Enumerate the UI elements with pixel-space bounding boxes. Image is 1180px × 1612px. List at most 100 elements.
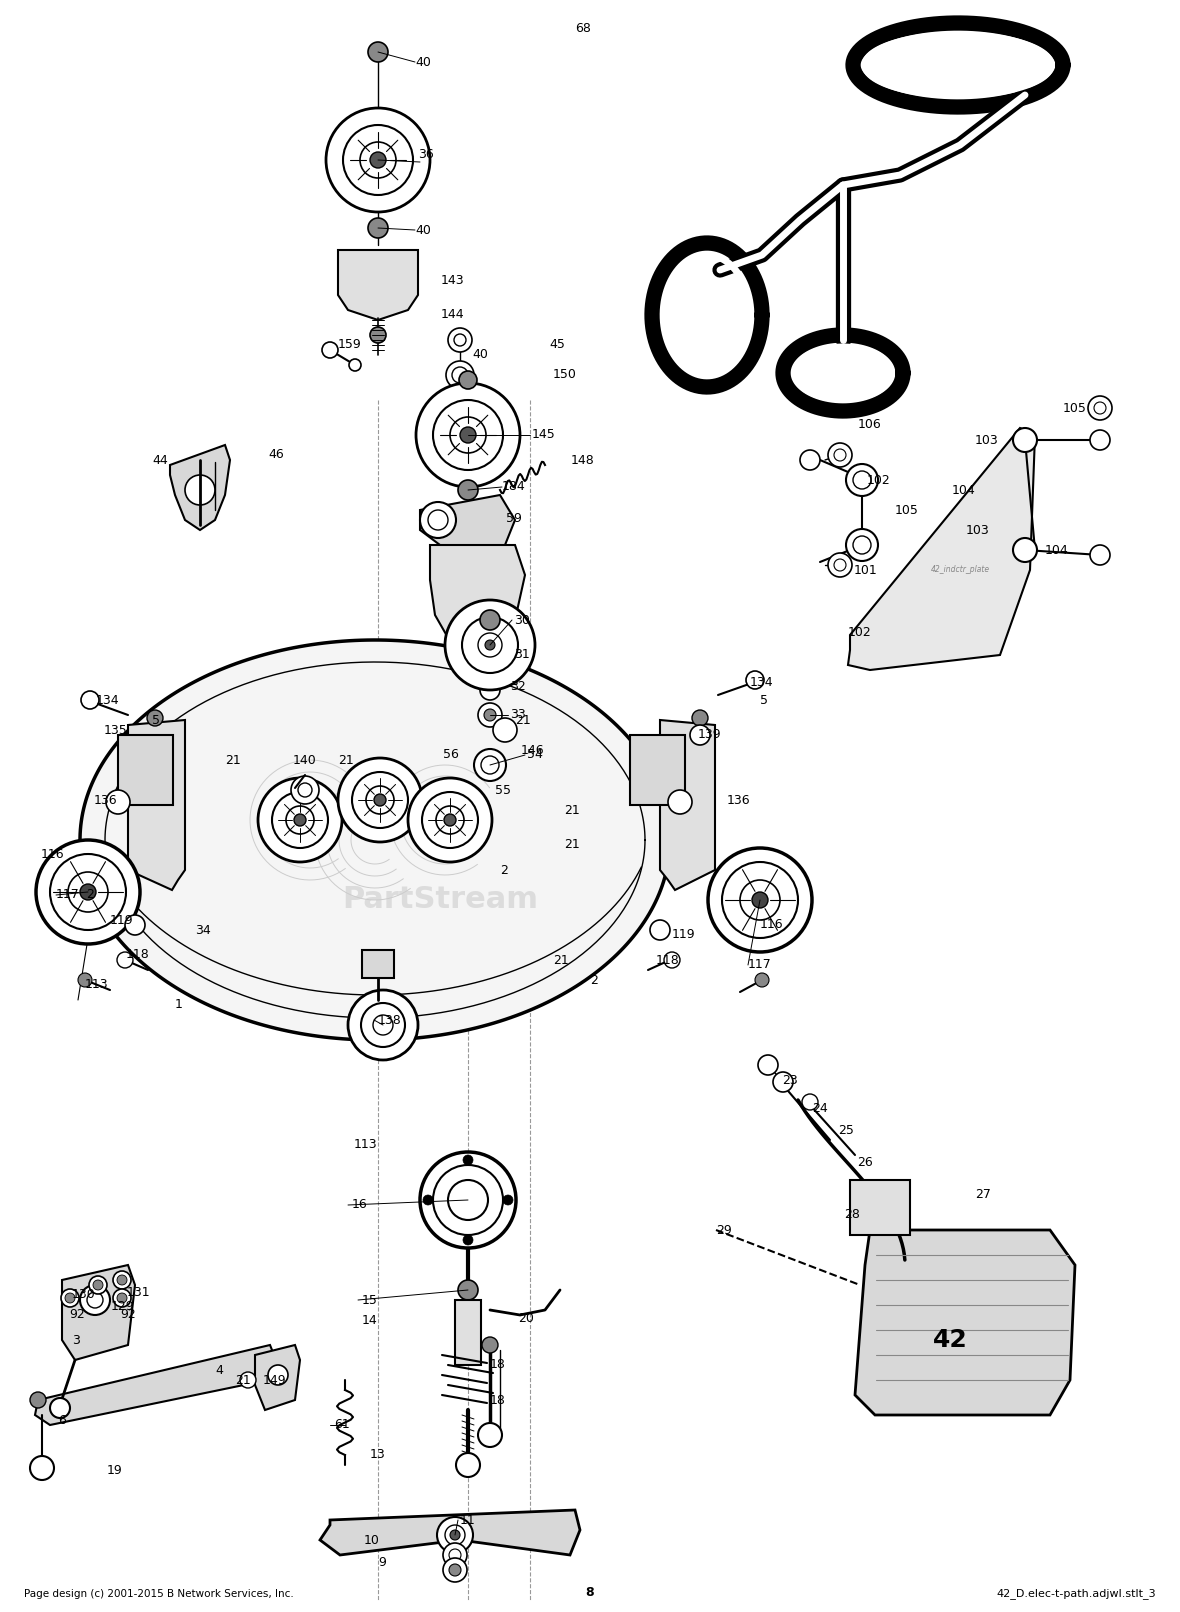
Text: 14: 14 [362, 1314, 378, 1327]
Text: 118: 118 [656, 954, 680, 967]
Text: 68: 68 [575, 21, 591, 34]
Text: 105: 105 [894, 503, 919, 516]
Bar [850, 1180, 910, 1235]
Circle shape [800, 450, 820, 471]
Circle shape [460, 427, 476, 443]
Circle shape [422, 1194, 433, 1206]
Circle shape [463, 617, 518, 672]
Circle shape [68, 872, 109, 912]
Circle shape [258, 779, 342, 862]
Bar [630, 735, 686, 804]
Circle shape [755, 974, 769, 987]
Circle shape [93, 1280, 103, 1290]
Circle shape [853, 471, 871, 488]
Circle shape [348, 990, 418, 1061]
Text: 30: 30 [514, 614, 530, 627]
Circle shape [474, 750, 506, 780]
Text: 46: 46 [268, 448, 283, 461]
Text: 59: 59 [506, 511, 522, 524]
Text: 143: 143 [441, 274, 465, 287]
Circle shape [853, 537, 871, 555]
Circle shape [366, 787, 394, 814]
Text: 61: 61 [334, 1419, 349, 1431]
Text: 1: 1 [175, 998, 183, 1011]
Circle shape [80, 883, 96, 899]
Circle shape [481, 756, 499, 774]
Text: 159: 159 [337, 339, 362, 351]
Circle shape [374, 795, 386, 806]
Text: 113: 113 [85, 978, 109, 991]
Text: 92: 92 [68, 1309, 85, 1322]
Circle shape [484, 709, 496, 721]
Circle shape [371, 327, 386, 343]
Text: 23: 23 [782, 1074, 798, 1086]
Text: 140: 140 [293, 753, 316, 766]
Circle shape [828, 443, 852, 467]
Text: 24: 24 [812, 1101, 827, 1114]
Circle shape [1094, 401, 1106, 414]
Text: 139: 139 [699, 729, 722, 742]
Circle shape [834, 450, 846, 461]
Text: 31: 31 [514, 648, 530, 661]
Text: 25: 25 [838, 1124, 854, 1136]
Circle shape [286, 806, 314, 833]
Polygon shape [63, 1265, 135, 1361]
Circle shape [458, 1280, 478, 1299]
Text: 20: 20 [518, 1312, 533, 1325]
Circle shape [433, 1165, 503, 1235]
Polygon shape [320, 1510, 581, 1556]
Circle shape [445, 600, 535, 690]
Circle shape [442, 1543, 467, 1567]
Text: 184: 184 [502, 480, 526, 493]
Text: 103: 103 [966, 524, 990, 537]
Text: 19: 19 [107, 1464, 123, 1477]
Text: 13: 13 [371, 1449, 386, 1462]
Text: 21: 21 [553, 954, 569, 967]
Text: 21: 21 [564, 838, 579, 851]
Circle shape [668, 790, 691, 814]
Circle shape [442, 1559, 467, 1581]
Text: 92: 92 [120, 1309, 136, 1322]
Circle shape [88, 1277, 107, 1294]
Circle shape [722, 862, 798, 938]
Circle shape [446, 361, 474, 388]
Circle shape [740, 880, 780, 920]
Circle shape [450, 1530, 460, 1539]
Circle shape [81, 692, 99, 709]
Text: 32: 32 [510, 680, 526, 693]
Circle shape [50, 1398, 70, 1419]
Circle shape [437, 1517, 473, 1552]
Text: 2: 2 [500, 864, 507, 877]
Text: 136: 136 [727, 793, 750, 806]
Circle shape [78, 974, 92, 987]
Circle shape [299, 783, 312, 796]
Text: 42_indctr_plate: 42_indctr_plate [931, 566, 990, 574]
Text: 131: 131 [127, 1285, 151, 1299]
Circle shape [83, 888, 97, 903]
Text: 21: 21 [225, 753, 241, 766]
Text: 9: 9 [378, 1557, 386, 1570]
Circle shape [361, 1003, 405, 1048]
Text: 10: 10 [363, 1533, 380, 1546]
Circle shape [448, 327, 472, 351]
Text: 130: 130 [72, 1288, 96, 1301]
Circle shape [428, 509, 448, 530]
Circle shape [125, 916, 145, 935]
Circle shape [503, 1194, 513, 1206]
Text: 8: 8 [585, 1586, 595, 1599]
Circle shape [185, 476, 215, 505]
Circle shape [106, 790, 130, 814]
Text: 21: 21 [337, 753, 354, 766]
Text: 33: 33 [510, 709, 526, 722]
Circle shape [422, 791, 478, 848]
Circle shape [30, 1456, 54, 1480]
Circle shape [452, 368, 468, 384]
Text: 136: 136 [94, 793, 118, 806]
Circle shape [458, 480, 478, 500]
Text: 103: 103 [975, 434, 998, 447]
Circle shape [454, 334, 466, 347]
Text: 117: 117 [55, 888, 80, 901]
Circle shape [1090, 545, 1110, 564]
Circle shape [433, 400, 503, 471]
Bar [362, 949, 394, 978]
